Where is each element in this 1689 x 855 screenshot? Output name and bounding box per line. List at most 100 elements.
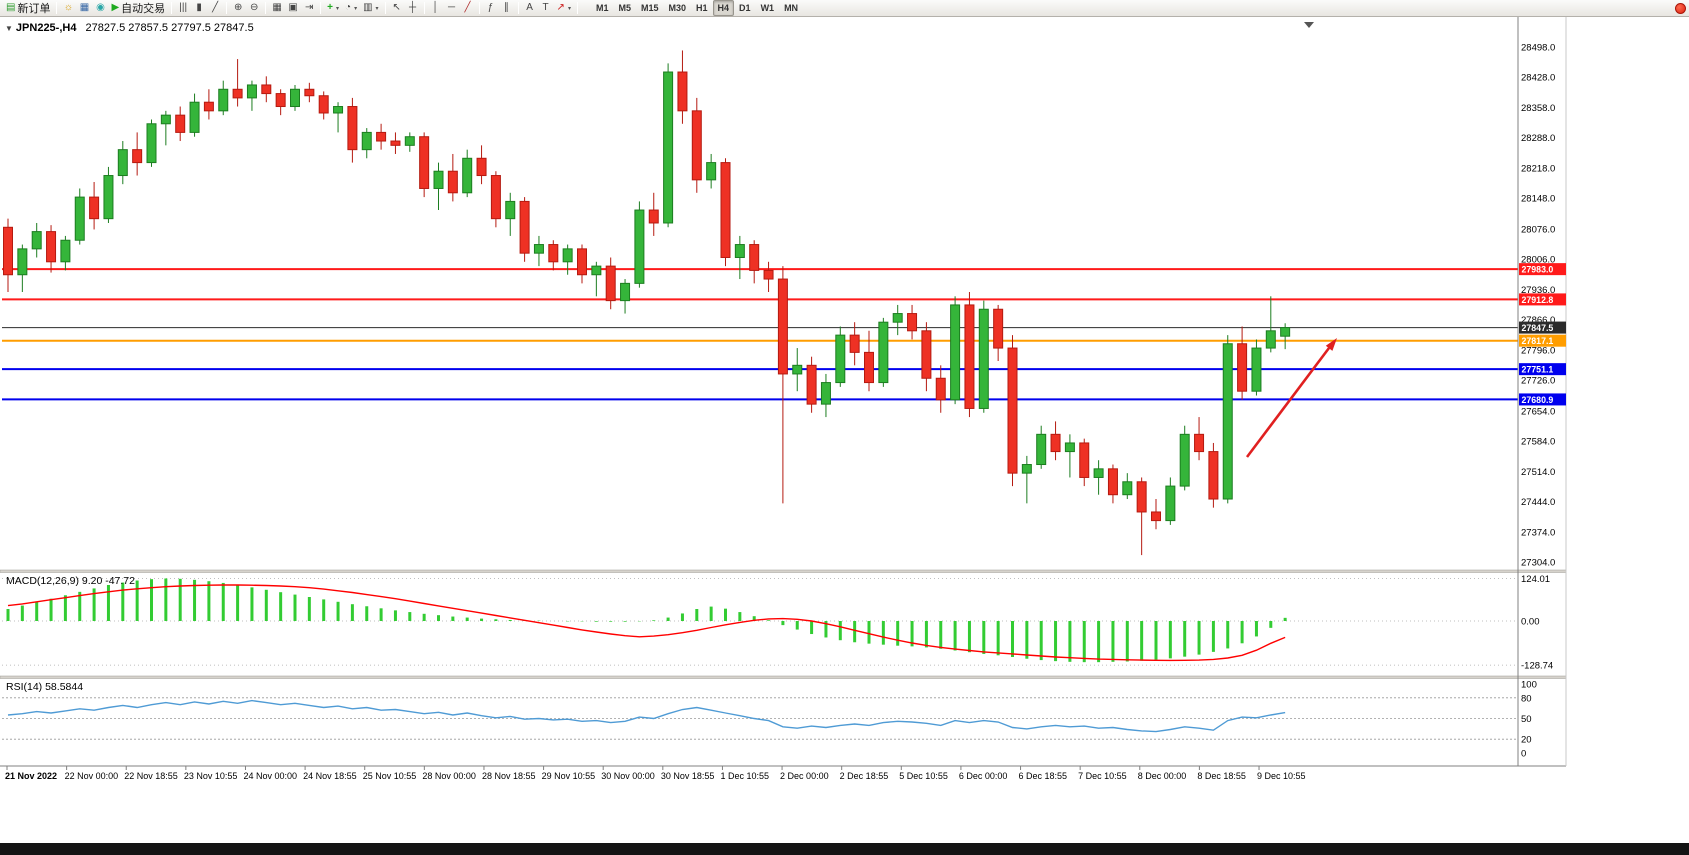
candle-body — [763, 269, 774, 280]
candle-body — [734, 244, 745, 258]
text-button[interactable]: A — [522, 1, 538, 16]
templates-button[interactable]: ▥ ▾ — [360, 1, 381, 16]
price-badge-label: 27983.0 — [1522, 265, 1554, 275]
candle-body — [1050, 433, 1061, 453]
timeframe-h4-button[interactable]: H4 — [712, 0, 735, 16]
zoom-out-button[interactable]: ⊖ — [246, 1, 262, 16]
text-icon: A — [526, 2, 533, 13]
time-tick-label: 22 Nov 18:55 — [124, 771, 178, 781]
timeframe-toolbar: M1 M5 M15 M30 H1 H4 D1 W1 MN — [591, 0, 803, 16]
time-tick-label: 2 Dec 00:00 — [780, 771, 829, 781]
navigator-button[interactable]: ◉ — [92, 1, 108, 16]
timeframe-d1-button[interactable]: D1 — [739, 3, 751, 13]
fibonacci-icon: ƒ — [487, 2, 494, 13]
pane-splitter[interactable] — [0, 569, 1567, 573]
candle-body — [921, 330, 932, 379]
timeframe-mn-button[interactable]: MN — [784, 3, 799, 13]
notification-icon[interactable] — [1675, 2, 1686, 14]
crosshair-button[interactable]: ┼ — [405, 1, 421, 16]
timeframe-w1-button[interactable]: W1 — [760, 3, 775, 13]
candle-body — [175, 114, 186, 133]
new-order-button[interactable]: ▤ 新订单 — [3, 1, 53, 16]
candle-body — [864, 351, 874, 384]
candle-body — [591, 265, 602, 276]
time-scale[interactable]: 21 Nov 2022 22 Nov 00:00 22 Nov 18:55 23 No… — [5, 766, 1306, 781]
rsi-pane — [2, 697, 1518, 740]
trend-arrow-head — [1325, 338, 1337, 351]
arrows-button[interactable]: ↗ ▾ — [554, 1, 574, 16]
auto-arrange-icon: ▣ — [288, 2, 298, 13]
hline-icon: ─ — [448, 2, 456, 13]
candle-body — [31, 231, 42, 250]
time-tick-label: 8 Dec 00:00 — [1138, 771, 1187, 781]
indicators-icon: + — [327, 2, 333, 13]
time-tick-label: 5 Dec 10:55 — [899, 771, 948, 781]
tile-windows-button[interactable]: ▦ — [269, 1, 285, 16]
arrows-icon: ↗ — [556, 2, 565, 13]
candle-body — [691, 110, 702, 181]
candle-body — [663, 71, 674, 224]
dropdown-caret-icon: ▾ — [375, 5, 379, 12]
collapse-arrow-icon[interactable]: ▼ — [5, 24, 13, 33]
chart-shift-marker[interactable] — [1304, 22, 1314, 28]
chart-bg — [0, 17, 1689, 843]
candle-body — [361, 131, 372, 151]
toolbar-separator — [171, 2, 173, 14]
price-tick-label: 27374.0 — [1521, 527, 1555, 538]
candle-body — [1165, 485, 1176, 522]
candle-body — [720, 162, 731, 258]
pane-splitter[interactable] — [0, 675, 1567, 679]
rsi-line — [7, 699, 1286, 733]
text-label-button[interactable]: T — [538, 1, 554, 16]
timeframe-m15-button[interactable]: M15 — [640, 3, 659, 13]
trend-arrow-annotation[interactable] — [1245, 338, 1337, 458]
auto-arrange-button[interactable]: ▣ — [285, 1, 301, 16]
chart-title: ▼ JPN225-,H4 27827.5 27857.5 27797.5 27847… — [5, 22, 254, 34]
toolbar-separator — [478, 2, 480, 14]
price-badge-label: 27751.1 — [1522, 365, 1554, 375]
fibonacci-button[interactable]: ƒ — [483, 1, 499, 16]
timeframe-m1-button[interactable]: M1 — [595, 3, 609, 13]
price-tick-label: 27444.0 — [1521, 497, 1555, 508]
time-tick-label: 2 Dec 18:55 — [840, 771, 889, 781]
zoom-in-button[interactable]: ⊕ — [230, 1, 246, 16]
candle-body — [103, 175, 114, 220]
periods-button[interactable]: ◔ ▾ — [342, 1, 360, 16]
candle-body — [203, 101, 214, 112]
timeframe-m5-button[interactable]: M5 — [618, 3, 631, 13]
candle-body — [404, 136, 415, 146]
candle-body — [1265, 330, 1276, 349]
market-watch-button[interactable]: ☼ — [60, 1, 76, 16]
chart-shift-button[interactable]: ⇥ — [301, 1, 317, 16]
candle-body — [648, 209, 659, 224]
time-tick-label: 22 Nov 00:00 — [65, 771, 119, 781]
chart-canvas[interactable]: 28498.0 28428.0 28358.0 28288.0 28218.0 28148… — [0, 17, 1689, 843]
timeframe-h1-button[interactable]: H1 — [696, 3, 708, 13]
zoom-in-icon: ⊕ — [233, 2, 243, 13]
candle-body — [519, 200, 530, 254]
price-scale[interactable]: 28498.0 28428.0 28358.0 28288.0 28218.0 28148… — [1519, 43, 1566, 569]
price-tick-label: 27584.0 — [1521, 437, 1555, 448]
line-chart-button[interactable]: ╱ — [207, 1, 223, 16]
timeframe-m30-button[interactable]: M30 — [668, 3, 687, 13]
bar-chart-button[interactable]: ||| — [175, 1, 191, 16]
candle-body — [60, 239, 71, 263]
trendline-button[interactable]: ╱ — [460, 1, 476, 16]
channel-button[interactable]: ∥ — [499, 1, 515, 16]
cursor-button[interactable]: ↖ — [389, 1, 405, 16]
time-tick-label: 6 Dec 00:00 — [959, 771, 1008, 781]
data-window-button[interactable]: ▦ — [76, 1, 92, 16]
indicators-button[interactable]: + ▾ — [324, 1, 342, 16]
price-badge — [1519, 321, 1566, 334]
vertical-line-button[interactable]: │ — [428, 1, 444, 16]
horizontal-line-button[interactable]: ─ — [444, 1, 460, 16]
price-badge — [1519, 334, 1566, 347]
time-tick-label: 28 Nov 18:55 — [482, 771, 536, 781]
time-tick-label: 30 Nov 00:00 — [601, 771, 655, 781]
time-tick-label: 25 Nov 10:55 — [363, 771, 417, 781]
candle-body — [433, 170, 444, 189]
candle-body — [160, 114, 171, 125]
time-tick-label: 1 Dec 10:55 — [720, 771, 769, 781]
autotrading-button[interactable]: ▶ 自动交易 — [108, 1, 168, 16]
candle-chart-button[interactable]: ▮ — [191, 1, 207, 16]
